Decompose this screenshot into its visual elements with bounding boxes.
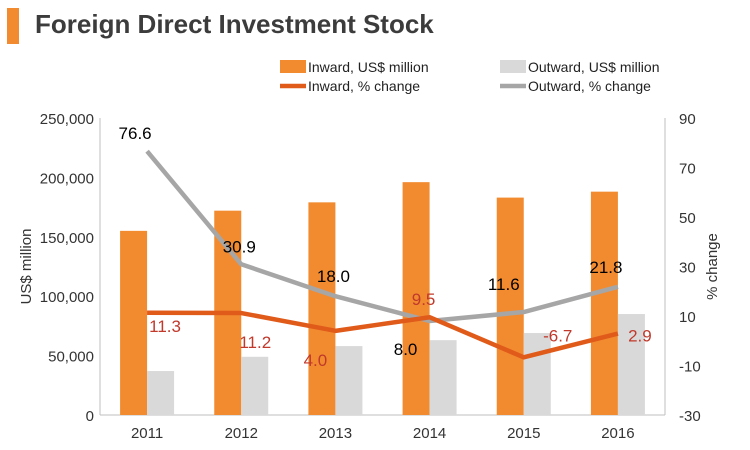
legend-label: Outward, US$ million: [528, 59, 660, 75]
y2-tick-label: 50: [679, 210, 696, 227]
bar-outward: [617, 314, 645, 415]
bar-inward: [496, 197, 524, 415]
bar-inward: [120, 230, 148, 415]
x-tick-label: 2014: [413, 425, 446, 442]
line-outward-change: [145, 149, 619, 324]
legend-swatch: [280, 60, 306, 73]
line-inward-change: [147, 310, 619, 360]
y2-tick-label: -30: [679, 408, 701, 425]
page-title: Foreign Direct Investment Stock: [35, 9, 434, 39]
title-accent-bar: [7, 8, 19, 44]
legend-label: Inward, % change: [308, 78, 420, 94]
bar-outward: [335, 346, 363, 415]
x-tick-label: 2012: [225, 425, 258, 442]
data-label-inward: 11.3: [149, 317, 181, 336]
y2-tick-label: 90: [679, 111, 696, 128]
data-label-outward: 21.8: [589, 258, 622, 277]
y-tick-label: 200,000: [40, 170, 94, 187]
data-label-inward: -6.7: [543, 326, 572, 345]
bar-inward: [402, 182, 430, 415]
legend-swatch: [500, 60, 526, 73]
y2-axis-title: % change: [704, 233, 721, 300]
x-tick-label: 2013: [319, 425, 352, 442]
data-label-outward: 11.6: [488, 275, 520, 294]
y2-tick-label: 30: [679, 260, 696, 277]
data-label-outward: 18.0: [317, 267, 350, 286]
data-label-inward: 11.2: [239, 333, 271, 352]
bar-inward: [590, 191, 618, 415]
data-label-outward: 30.9: [223, 237, 256, 256]
data-label-inward: 9.5: [412, 290, 436, 309]
y-tick-label: 50,000: [48, 349, 94, 366]
legend-label: Outward, % change: [528, 78, 651, 94]
y-axis-title: US$ million: [18, 229, 35, 305]
bar-outward: [241, 356, 269, 415]
x-tick-label: 2015: [507, 425, 540, 442]
y-tick-label: 250,000: [40, 111, 94, 128]
bar-outward: [523, 333, 551, 415]
y2-tick-label: -10: [679, 359, 701, 376]
data-label-inward: 4.0: [304, 351, 328, 370]
bar-outward: [147, 371, 175, 415]
x-tick-label: 2011: [131, 425, 163, 442]
y2-tick-label: 70: [679, 161, 696, 178]
bar-inward: [308, 202, 336, 415]
data-label-outward: 8.0: [394, 340, 418, 359]
data-label-inward: 2.9: [628, 327, 652, 346]
data-label-outward: 76.6: [119, 124, 152, 143]
y2-tick-label: 10: [679, 309, 696, 326]
legend-label: Inward, US$ million: [308, 59, 429, 75]
bar-outward: [429, 340, 457, 415]
y-tick-label: 0: [86, 408, 94, 425]
y-tick-label: 100,000: [40, 289, 94, 306]
y-tick-label: 150,000: [40, 230, 94, 247]
x-tick-label: 2016: [601, 425, 634, 442]
